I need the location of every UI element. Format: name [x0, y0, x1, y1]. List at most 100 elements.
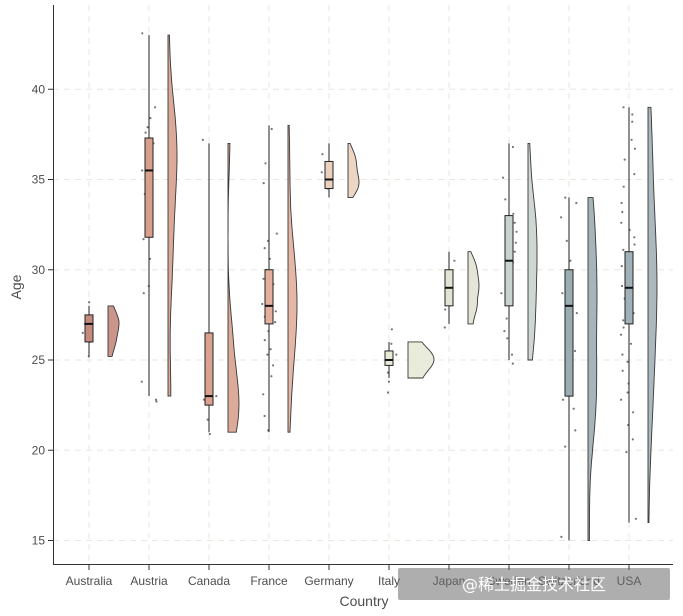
- data-point: [560, 535, 563, 539]
- data-point: [505, 317, 508, 320]
- data-point: [502, 176, 505, 179]
- data-point: [630, 138, 633, 141]
- x-tick-label: Canada: [188, 574, 230, 588]
- series-australia: [81, 301, 120, 358]
- data-point: [513, 221, 516, 224]
- y-tick-label: 30: [32, 263, 46, 277]
- density-cloud: [107, 305, 120, 357]
- box: [564, 269, 574, 397]
- chart-marks: [81, 32, 658, 541]
- density-cloud: [227, 142, 240, 433]
- density-cloud: [407, 341, 435, 379]
- x-tick-label: Germany: [304, 574, 353, 588]
- data-point: [390, 342, 393, 345]
- data-point: [262, 182, 265, 185]
- data-point: [622, 185, 625, 188]
- density-cloud: [467, 251, 480, 325]
- data-point: [141, 32, 144, 35]
- data-point: [573, 349, 577, 353]
- data-point: [621, 210, 624, 214]
- data-point: [208, 432, 211, 436]
- data-point: [154, 398, 158, 401]
- data-point: [266, 353, 269, 356]
- watermark-text: @稀土掘金技术社区: [462, 575, 606, 594]
- data-point: [633, 243, 636, 246]
- data-point: [272, 364, 275, 367]
- y-tick-label: 40: [32, 82, 46, 96]
- data-point: [263, 247, 266, 250]
- series-usa: [619, 106, 658, 523]
- data-point: [575, 312, 578, 315]
- x-axis-title: Country: [339, 593, 388, 609]
- data-point: [81, 331, 84, 334]
- x-tick-label: Italy: [378, 574, 400, 588]
- data-point: [515, 230, 518, 233]
- x-tick-label: France: [250, 574, 288, 588]
- data-point: [622, 248, 625, 251]
- y-tick-label: 20: [32, 443, 46, 457]
- data-point: [201, 138, 204, 141]
- data-point: [621, 369, 624, 372]
- data-point: [634, 517, 638, 520]
- data-point: [443, 326, 446, 329]
- data-point: [321, 153, 324, 156]
- density-cloud: [287, 124, 298, 433]
- data-point: [155, 400, 158, 403]
- density-cloud: [527, 142, 538, 361]
- data-point: [387, 380, 390, 383]
- density-cloud: [647, 106, 658, 523]
- y-tick-label: 25: [32, 353, 46, 367]
- data-point: [142, 238, 145, 241]
- data-point: [206, 418, 209, 421]
- data-point: [275, 232, 278, 235]
- data-point: [560, 216, 563, 219]
- data-point: [146, 126, 149, 129]
- data-point: [504, 198, 507, 201]
- watermark-backdrop: [398, 568, 670, 600]
- box: [84, 314, 94, 343]
- data-point: [631, 120, 634, 123]
- y-axis: 15 20 25 30 35 40: [32, 82, 53, 548]
- data-point: [620, 284, 624, 288]
- box: [324, 160, 334, 190]
- data-point: [622, 326, 625, 329]
- data-point: [500, 292, 503, 295]
- data-point: [513, 250, 516, 253]
- data-point: [511, 145, 514, 149]
- data-point: [144, 131, 147, 134]
- x-tick-label: Austria: [130, 574, 168, 588]
- data-point: [154, 106, 157, 109]
- data-point: [564, 196, 567, 199]
- data-point: [633, 173, 636, 176]
- data-point: [633, 236, 636, 239]
- data-point: [620, 265, 623, 268]
- data-point: [622, 319, 625, 322]
- data-point: [506, 337, 509, 340]
- data-point: [261, 302, 264, 306]
- box: [204, 332, 214, 406]
- y-tick-label: 35: [32, 173, 46, 187]
- x-tick-label: Australia: [66, 574, 113, 588]
- data-point: [514, 241, 517, 244]
- data-point: [626, 391, 629, 394]
- data-point: [565, 239, 568, 242]
- data-point: [262, 277, 265, 280]
- data-point: [620, 398, 623, 401]
- data-point: [623, 158, 626, 161]
- data-point: [270, 127, 273, 131]
- data-point: [622, 106, 625, 109]
- data-point: [264, 162, 267, 165]
- density-cloud: [167, 34, 178, 397]
- density-cloud: [587, 197, 598, 541]
- data-point: [320, 171, 323, 174]
- data-point: [386, 391, 390, 394]
- data-point: [274, 310, 277, 313]
- series-switzerland: [560, 196, 598, 541]
- data-point: [633, 147, 637, 150]
- series-japan: [443, 251, 480, 329]
- data-point: [453, 259, 456, 262]
- data-point: [263, 414, 266, 418]
- data-point: [631, 438, 634, 441]
- y-tick-label: 15: [32, 534, 46, 548]
